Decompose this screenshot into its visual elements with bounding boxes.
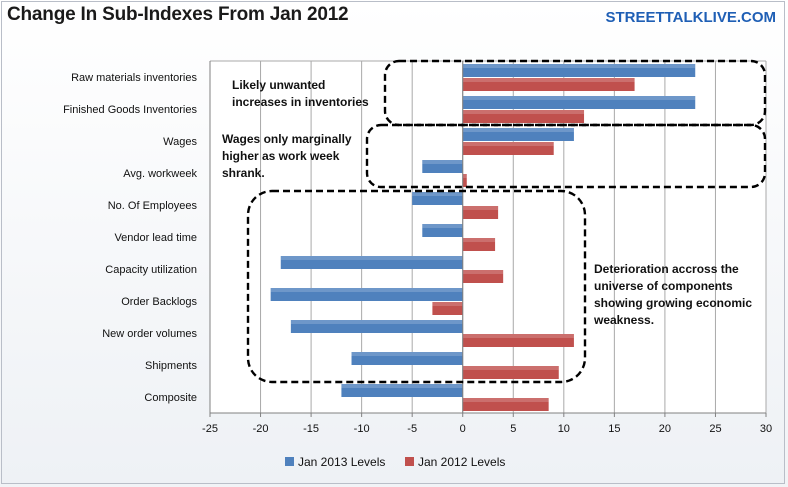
bar-highlight xyxy=(462,78,635,82)
bar xyxy=(462,398,549,411)
bar-highlight xyxy=(462,270,504,274)
category-label: Finished Goods Inventories xyxy=(63,104,197,116)
brand-label: STREETTALKLIVE.COM xyxy=(605,9,776,26)
bar xyxy=(462,366,559,379)
category-label: Composite xyxy=(144,392,197,404)
legend-swatch xyxy=(285,457,294,466)
category-label: Raw materials inventories xyxy=(71,72,197,84)
annotation-text: Wages only marginally xyxy=(222,132,352,146)
axes xyxy=(209,61,766,414)
annotation-text: increases in inventories xyxy=(232,95,369,109)
bar-highlight xyxy=(341,384,463,388)
category-label: Capacity utilization xyxy=(105,264,197,276)
bars xyxy=(270,64,696,411)
annotations: Likely unwanted increases in inventories W… xyxy=(222,59,767,384)
bar-highlight xyxy=(270,288,463,292)
bar xyxy=(432,302,463,315)
chart-title: Change In Sub-Indexes From Jan 2012 xyxy=(7,4,349,25)
tick-label: 0 xyxy=(460,423,466,435)
category-label: Avg. workweek xyxy=(123,168,197,180)
bar-highlight xyxy=(412,192,463,196)
bar xyxy=(462,142,554,155)
bar xyxy=(462,64,696,77)
bar xyxy=(462,238,496,251)
tick-label: 30 xyxy=(760,423,772,435)
category-label: Shipments xyxy=(145,360,197,372)
tick-label: -15 xyxy=(303,423,319,435)
bar xyxy=(341,384,463,397)
bar xyxy=(462,110,585,123)
bar-highlight xyxy=(462,334,574,338)
legend: Jan 2013 Levels Jan 2012 Levels xyxy=(285,455,505,469)
bar xyxy=(422,224,463,237)
tick-label: 10 xyxy=(558,423,570,435)
bar-highlight xyxy=(462,110,585,114)
legend-swatch xyxy=(405,457,414,466)
tick-label: -10 xyxy=(354,423,370,435)
tick-labels: -25 -20 -15 -10 -5 0 5 10 15 20 25 30 xyxy=(202,413,772,435)
tick-label: 5 xyxy=(510,423,516,435)
bar-highlight xyxy=(462,398,549,402)
bar-highlight xyxy=(462,366,559,370)
category-label: Order Backlogs xyxy=(121,296,197,308)
category-label: No. Of Employees xyxy=(108,200,198,212)
bar-highlight xyxy=(422,224,463,228)
annotation-text: Deterioration accross the xyxy=(594,262,739,276)
bar xyxy=(462,174,467,187)
bar-highlight xyxy=(351,352,463,356)
annotation-text: showing growing economic xyxy=(594,296,752,310)
category-label: Wages xyxy=(163,136,197,148)
bar xyxy=(351,352,463,365)
annotation-text: weakness. xyxy=(593,313,654,327)
bar-highlight xyxy=(462,174,467,178)
bar-highlight xyxy=(422,160,463,164)
annotation-text: higher as work week xyxy=(222,149,340,163)
legend-label: Jan 2012 Levels xyxy=(418,455,505,469)
bar xyxy=(462,270,504,283)
bar xyxy=(462,206,499,219)
bar xyxy=(270,288,463,301)
bar-highlight xyxy=(462,238,496,242)
bar-highlight xyxy=(462,96,696,100)
annotation-box xyxy=(246,189,587,384)
tick-label: 20 xyxy=(659,423,671,435)
bar xyxy=(422,160,463,173)
bar-highlight xyxy=(290,320,463,324)
category-labels: Raw materials inventories Finished Goods … xyxy=(63,72,197,404)
annotation-text: Likely unwanted xyxy=(232,78,325,92)
bar-highlight xyxy=(462,142,554,146)
bar xyxy=(462,96,696,109)
bar xyxy=(290,320,463,333)
bar xyxy=(280,256,463,269)
bar-highlight xyxy=(280,256,463,260)
legend-label: Jan 2013 Levels xyxy=(298,455,385,469)
bar xyxy=(462,334,574,347)
annotation-box xyxy=(365,123,767,189)
annotation-text: universe of components xyxy=(594,279,733,293)
tick-label: 15 xyxy=(608,423,620,435)
bar xyxy=(412,192,463,205)
bar-highlight xyxy=(462,206,499,210)
bar xyxy=(462,78,635,91)
bar-highlight xyxy=(462,128,574,132)
tick-label: -25 xyxy=(202,423,218,435)
category-label: Vendor lead time xyxy=(114,232,197,244)
bar-highlight xyxy=(432,302,463,306)
annotation-text: shrank. xyxy=(222,166,265,180)
tick-label: -5 xyxy=(407,423,417,435)
tick-label: 25 xyxy=(709,423,721,435)
bar xyxy=(462,128,574,141)
category-label: New order volumes xyxy=(102,328,197,340)
tick-label: -20 xyxy=(253,423,269,435)
bar-highlight xyxy=(462,64,696,68)
